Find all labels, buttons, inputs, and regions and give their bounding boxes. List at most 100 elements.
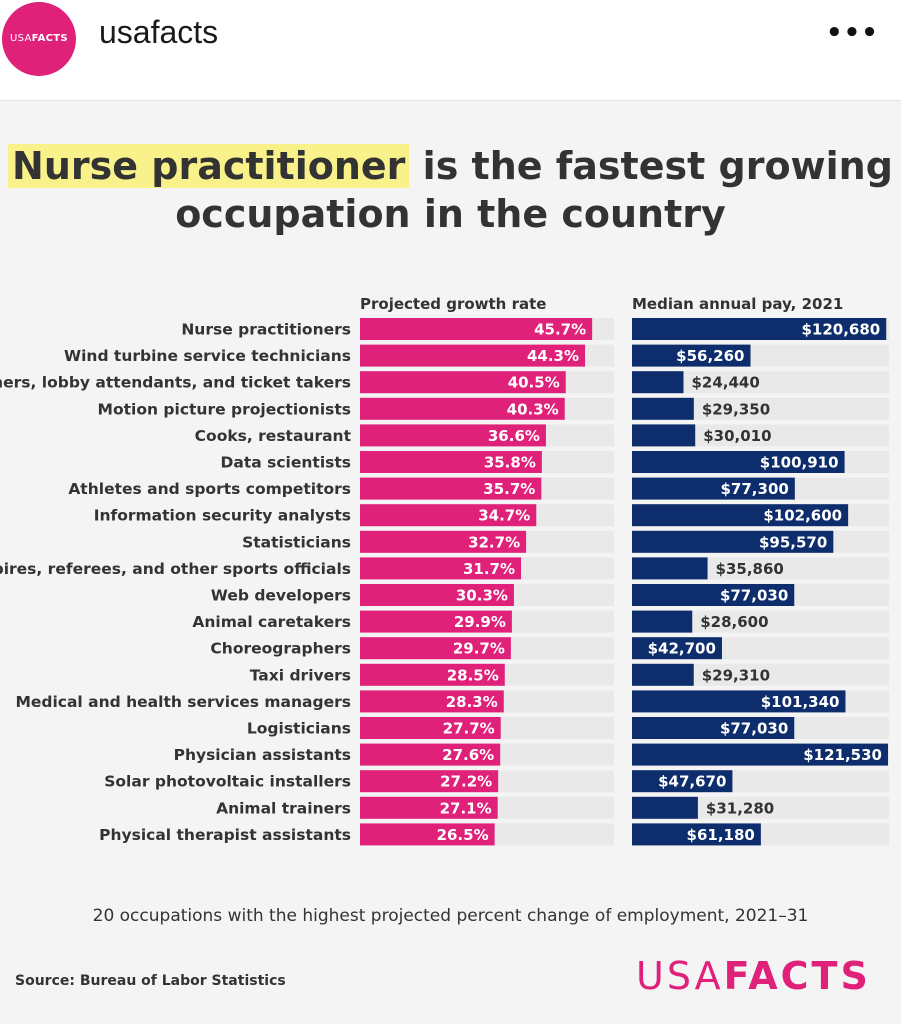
category-label: Umpires, referees, and other sports offi… [0, 560, 351, 578]
growth-value-label: 36.6% [488, 427, 540, 445]
pay-bar [632, 344, 751, 367]
growth-value-label: 35.8% [484, 454, 536, 472]
category-label: Statisticians [242, 533, 351, 551]
growth-bar [360, 530, 527, 553]
pay-bar [632, 823, 761, 846]
category-label: Logisticians [247, 720, 351, 738]
pay-track [632, 610, 889, 633]
pay-track [632, 663, 889, 686]
pay-value-label: $120,680 [801, 321, 880, 339]
growth-value-label: 29.9% [454, 613, 506, 631]
pay-bar [632, 557, 708, 580]
logo-text-usa: USA [636, 954, 724, 998]
category-label: Wind turbine service technicians [64, 347, 351, 365]
growth-bar [360, 717, 501, 739]
growth-bar [360, 637, 511, 660]
growth-value-label: 40.5% [508, 374, 560, 392]
growth-bar [360, 424, 546, 447]
category-label: Taxi drivers [250, 666, 351, 684]
chart: Projected growth rate Median annual pay, … [0, 295, 889, 846]
pay-track [632, 397, 889, 420]
pay-bar [632, 717, 795, 739]
usafacts-logo: USAFACTS [636, 954, 871, 998]
growth-value-label: 27.6% [442, 746, 494, 764]
pay-value-label: $30,010 [703, 427, 771, 445]
title-highlight: Nurse practitioner [8, 144, 410, 188]
growth-value-label: 34.7% [478, 507, 530, 525]
growth-value-label: 40.3% [507, 400, 559, 418]
pay-value-label: $100,910 [760, 454, 839, 472]
growth-value-label: 30.3% [456, 587, 508, 605]
avatar-text-facts: FACTS [31, 33, 68, 44]
pay-value-label: $24,440 [691, 374, 759, 392]
pay-value-label: $77,300 [721, 480, 789, 498]
pay-value-label: $35,860 [716, 560, 784, 578]
category-label: Motion picture projectionists [98, 400, 351, 418]
pay-bar [632, 796, 698, 819]
growth-bar [360, 823, 495, 846]
growth-bar [360, 504, 537, 527]
post-header: USAFACTS usafacts ••• [0, 0, 901, 101]
pay-value-label: $42,700 [648, 640, 716, 658]
growth-value-label: 26.5% [437, 826, 489, 844]
pay-bar [632, 451, 845, 473]
pay-track [632, 371, 889, 394]
pay-value-label: $95,570 [759, 533, 827, 551]
growth-value-label: 35.7% [483, 480, 535, 498]
growth-bar [360, 796, 498, 819]
avatar[interactable]: USAFACTS [2, 2, 76, 76]
pay-bar [632, 690, 846, 713]
pay-value-label: $102,600 [763, 507, 842, 525]
category-label: Physical therapist assistants [99, 826, 351, 844]
pay-value-label: $29,310 [702, 666, 770, 684]
category-label: Information security analysts [94, 507, 351, 525]
pay-bar [632, 477, 795, 500]
growth-bar [360, 397, 565, 420]
category-label: Cooks, restaurant [195, 427, 352, 445]
growth-bar [360, 371, 566, 394]
pay-track [632, 424, 889, 447]
category-label: Solar photovoltaic installers [104, 773, 351, 791]
growth-value-label: 32.7% [468, 533, 520, 551]
title-line-2: occupation in the country [175, 192, 726, 236]
growth-value-label: 29.7% [453, 640, 505, 658]
pay-value-label: $29,350 [702, 400, 770, 418]
pay-bar [632, 530, 834, 553]
pay-value-label: $56,260 [676, 347, 744, 365]
category-label: Nurse practitioners [181, 321, 351, 339]
growth-value-label: 44.3% [527, 347, 579, 365]
growth-bar [360, 557, 522, 580]
logo-text-facts: FACTS [723, 954, 871, 998]
pay-value-label: $77,030 [720, 587, 788, 605]
growth-value-label: 27.7% [443, 720, 495, 738]
category-label: Animal caretakers [192, 613, 351, 631]
category-label: Medical and health services managers [15, 693, 351, 711]
category-label: Ushers, lobby attendants, and ticket tak… [0, 374, 351, 392]
chart-title: Nurse practitioner is the fastest growin… [0, 142, 901, 238]
category-label: Athletes and sports competitors [68, 480, 351, 498]
growth-bar [360, 690, 504, 713]
username[interactable]: usafacts [99, 14, 219, 50]
pay-value-label: $31,280 [706, 799, 774, 817]
category-label: Physician assistants [174, 746, 351, 764]
pay-bar [632, 584, 795, 606]
pay-bar [632, 637, 722, 660]
pay-value-label: $121,530 [803, 746, 882, 764]
pay-bar [632, 770, 733, 793]
ellipsis-icon[interactable]: ••• [826, 18, 879, 48]
category-label: Animal trainers [216, 799, 351, 817]
category-label: Choreographers [210, 640, 351, 658]
growth-bar [360, 663, 505, 686]
growth-bar [360, 610, 512, 633]
growth-bar [360, 743, 501, 766]
pay-bar [632, 318, 887, 340]
avatar-text-usa: USA [10, 33, 32, 44]
growth-bar [360, 451, 542, 473]
pay-bar [632, 743, 889, 766]
pay-bar [632, 424, 696, 447]
pay-value-label: $28,600 [700, 613, 768, 631]
growth-value-label: 28.5% [447, 666, 499, 684]
growth-bar [360, 318, 593, 340]
growth-bar [360, 344, 586, 367]
title-rest: is the fastest growing [409, 144, 893, 188]
